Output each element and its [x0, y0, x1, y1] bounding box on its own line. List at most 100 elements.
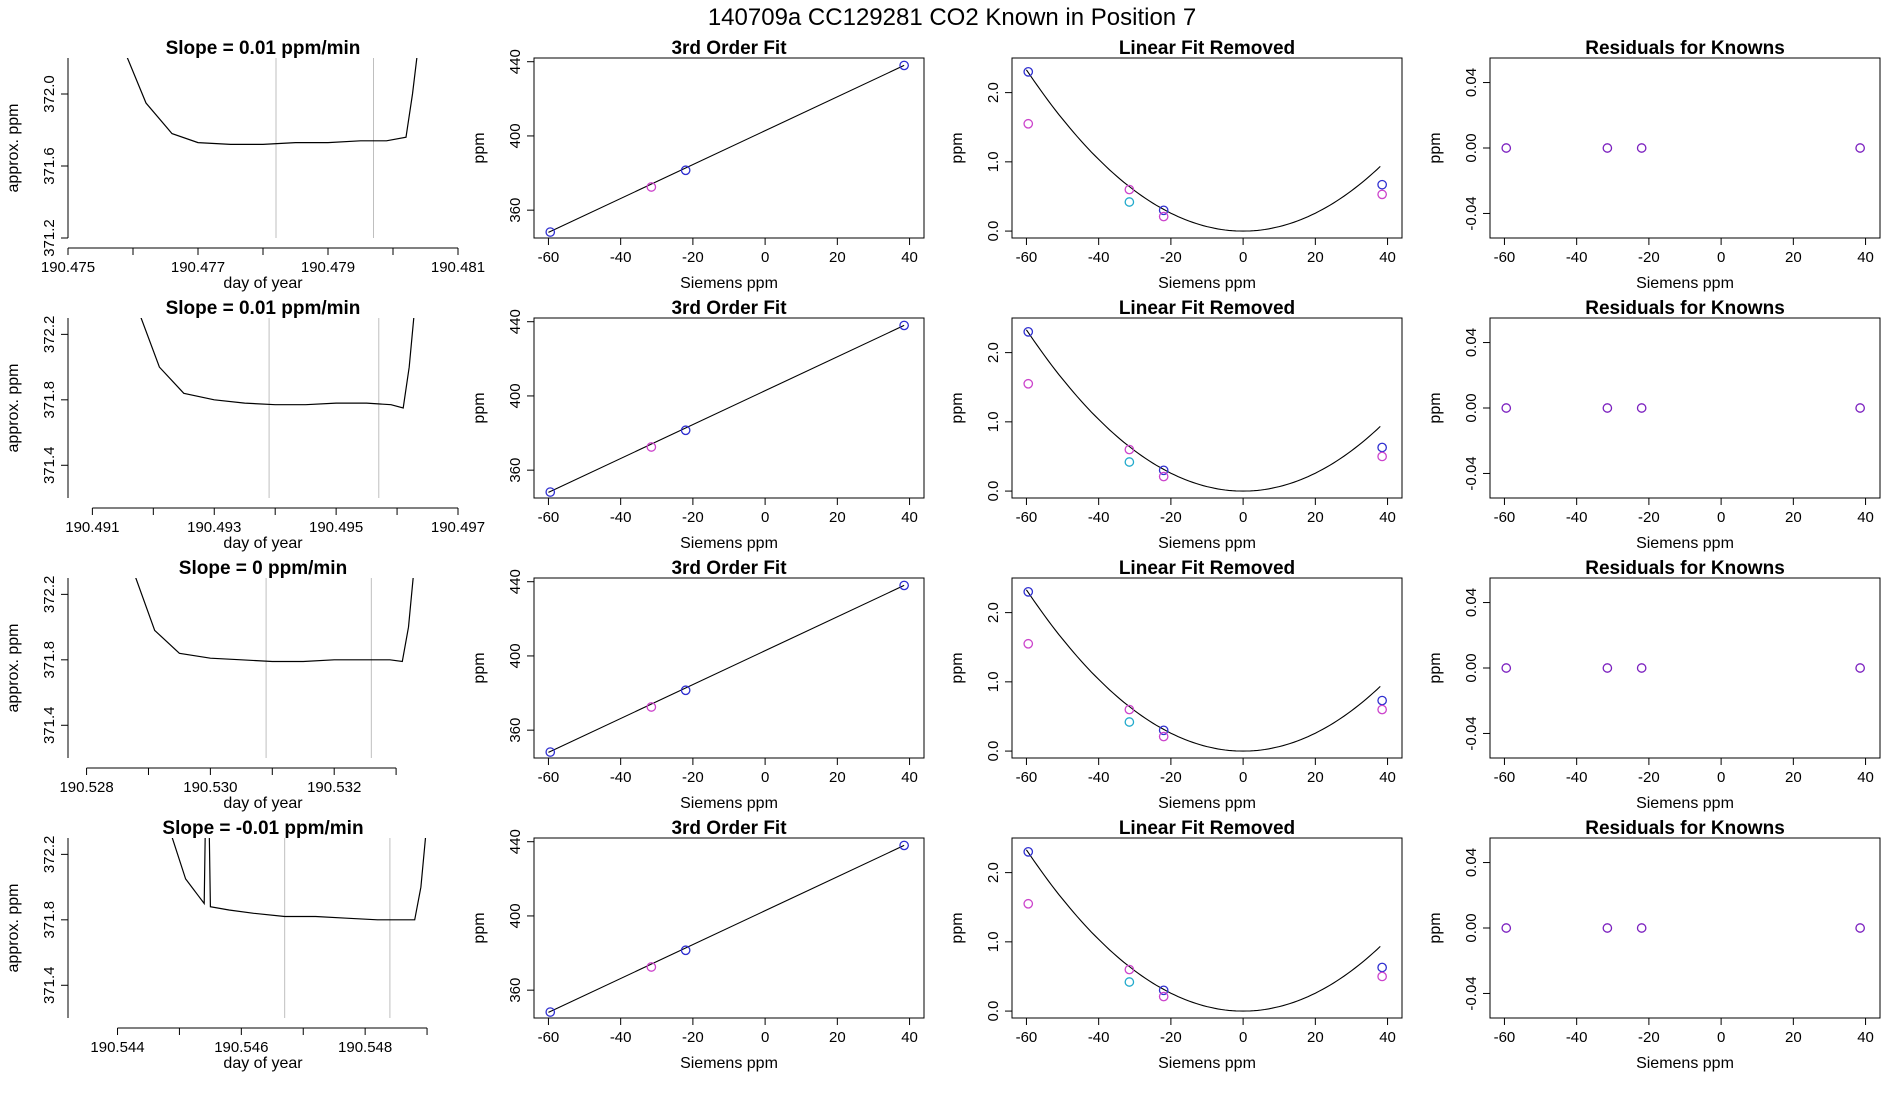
y-axis-label: ppm: [471, 652, 488, 683]
chart-panel-fit-1: 3rd Order Fit Siemens ppm ppm -60 -40 -20 0 20 4…: [471, 298, 925, 552]
series-line-0: [135, 578, 414, 663]
y-tick-label: 400: [507, 383, 524, 408]
y-tick-label: 440: [507, 49, 524, 74]
plot-area: [548, 844, 905, 1013]
x-tick-label: 190.477: [171, 259, 225, 276]
y-axis-label: ppm: [1427, 132, 1444, 163]
data-point-2: [1377, 179, 1387, 190]
x-tick-label: 190.530: [183, 779, 237, 796]
x-tick-label: -20: [1160, 509, 1182, 526]
y-tick-label: 0.0: [985, 221, 1002, 242]
data-point-0: [545, 487, 556, 497]
data-point-2: [1377, 962, 1387, 973]
y-tick-label: 0.00: [1463, 913, 1480, 942]
chart-panel-residuals-1: Residuals for Knowns Siemens ppm ppm -60 -40…: [1427, 298, 1881, 552]
data-point-3: [1855, 923, 1865, 933]
y-tick-label: 371.4: [41, 446, 58, 484]
x-tick-label: 40: [1857, 1029, 1874, 1046]
y-axis-label: approx. ppm: [5, 364, 22, 453]
chart-panel-fit-0: 3rd Order Fit Siemens ppm ppm -60 -40 -20 0 20 4…: [471, 38, 925, 292]
x-tick-label: 190.548: [338, 1039, 392, 1056]
chart-title: 3rd Order Fit: [671, 38, 787, 59]
figure-title: 140709a CC129281 CO2 Known in Position 7: [708, 4, 1196, 31]
y-tick-label: 371.4: [41, 706, 58, 744]
plot-frame: [533, 317, 925, 499]
x-axis-label: day of year: [223, 1055, 303, 1072]
data-point-0: [1501, 403, 1512, 413]
x-tick-label: 190.493: [187, 519, 241, 536]
data-point-1: [1602, 663, 1613, 673]
data-point-1: [1158, 205, 1169, 216]
x-axis-label: Siemens ppm: [1636, 795, 1734, 812]
data-point-7: [1124, 197, 1135, 207]
data-point-2: [1377, 442, 1387, 453]
series-line-0: [126, 58, 418, 145]
data-point-3: [646, 182, 657, 192]
x-tick-label: -40: [610, 769, 632, 786]
y-tick-label: 371.8: [41, 381, 58, 419]
chart-title: Residuals for Knowns: [1585, 558, 1785, 579]
x-tick-label: -40: [1566, 249, 1588, 266]
fit-line: [548, 64, 905, 233]
data-point-1: [1158, 985, 1169, 996]
x-axis-label: Siemens ppm: [680, 535, 778, 552]
data-point-1: [680, 685, 691, 696]
y-tick-label: -0.04: [1463, 456, 1480, 490]
plot-frame: [533, 837, 925, 1019]
x-tick-label: 20: [1307, 769, 1324, 786]
y-tick-label: 371.4: [41, 966, 58, 1004]
x-axis-label: Siemens ppm: [680, 795, 778, 812]
y-tick-label: 0.00: [1463, 653, 1480, 682]
x-tick-label: -40: [1566, 509, 1588, 526]
chart-title: Linear Fit Removed: [1119, 818, 1295, 839]
x-tick-label: -60: [1494, 249, 1516, 266]
x-tick-label: 0: [1239, 249, 1247, 266]
data-point-0: [1023, 846, 1034, 857]
x-tick-label: 40: [901, 249, 918, 266]
fit-curve: [1025, 69, 1381, 232]
chart-panel-linear-removed-0: Linear Fit Removed Siemens ppm ppm -60 -40 -2…: [949, 38, 1403, 292]
y-tick-label: 372.2: [41, 316, 58, 354]
panels: Slope = 0.01 ppm/min day of year approx. p…: [5, 38, 1881, 1072]
data-point-1: [1602, 143, 1613, 153]
x-tick-label: 0: [1717, 509, 1725, 526]
x-tick-label: 40: [901, 509, 918, 526]
fit-curve: [1025, 849, 1381, 1012]
plot-area: [135, 578, 414, 663]
data-point-3: [646, 702, 657, 712]
y-tick-label: 371.8: [41, 641, 58, 679]
chart-panel-time-series-0: Slope = 0.01 ppm/min day of year approx. p…: [5, 38, 485, 292]
data-point-7: [1124, 457, 1135, 467]
chart-panel-time-series-2: Slope = 0 ppm/min day of year approx. ppm 1…: [5, 558, 414, 812]
x-tick-label: -60: [1494, 509, 1516, 526]
x-tick-label: 20: [829, 509, 846, 526]
x-tick-label: -40: [610, 509, 632, 526]
x-axis-label: day of year: [223, 535, 303, 552]
y-tick-label: 0.04: [1463, 588, 1480, 617]
data-point-7: [1124, 977, 1135, 987]
y-tick-label: 400: [507, 643, 524, 668]
x-tick-label: 0: [1717, 769, 1725, 786]
data-point-0: [545, 227, 556, 237]
y-axis-label: approx. ppm: [5, 884, 22, 973]
chart-panel-residuals-3: Residuals for Knowns Siemens ppm ppm -60 -40…: [1427, 818, 1881, 1072]
y-tick-label: 400: [507, 123, 524, 148]
chart-title: Slope = -0.01 ppm/min: [162, 818, 363, 839]
x-axis-label: Siemens ppm: [1158, 1055, 1256, 1072]
x-tick-label: -20: [1638, 1029, 1660, 1046]
x-tick-label: 20: [1307, 249, 1324, 266]
y-tick-label: -0.04: [1463, 976, 1480, 1010]
data-point-5: [1158, 731, 1169, 742]
y-tick-label: 0.04: [1463, 68, 1480, 97]
data-point-2: [1636, 923, 1647, 933]
x-tick-label: 0: [1239, 769, 1247, 786]
chart-title: 3rd Order Fit: [671, 558, 787, 579]
data-point-1: [680, 425, 691, 436]
plot-frame: [1489, 837, 1881, 1019]
y-tick-label: 360: [507, 198, 524, 223]
chart-title: Slope = 0.01 ppm/min: [166, 38, 361, 59]
plot-frame: [1489, 317, 1881, 499]
x-axis-label: day of year: [223, 275, 303, 292]
fit-curve: [1025, 329, 1381, 492]
